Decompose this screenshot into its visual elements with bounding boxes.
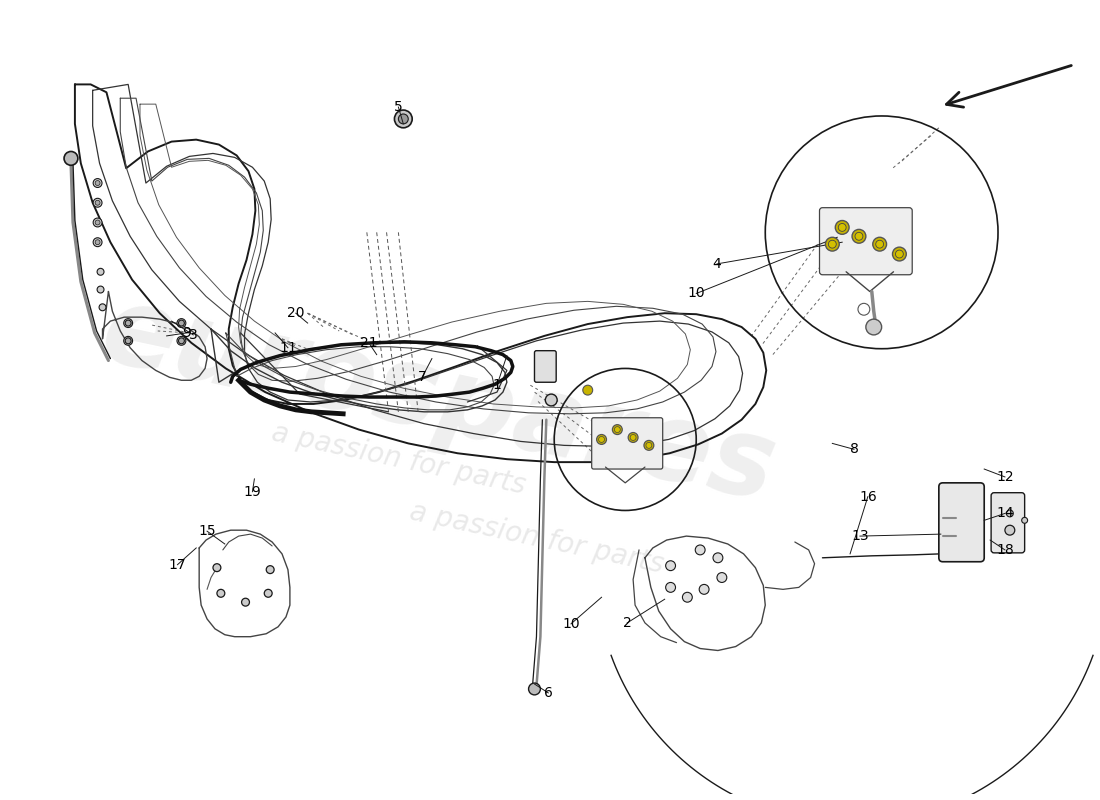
Circle shape [178,320,185,326]
Circle shape [99,304,106,310]
Circle shape [95,220,100,225]
Text: 11: 11 [279,341,297,354]
Circle shape [264,590,272,598]
Circle shape [825,238,839,251]
Circle shape [717,573,727,582]
Circle shape [895,250,903,258]
Circle shape [242,598,250,606]
Text: 7: 7 [418,370,427,384]
Text: 19: 19 [243,485,262,498]
Text: 20: 20 [287,306,305,320]
Circle shape [1022,518,1027,523]
Circle shape [700,585,710,594]
Text: 15: 15 [198,524,216,538]
Text: 2: 2 [623,616,631,630]
Circle shape [835,221,849,234]
Circle shape [628,433,638,442]
Circle shape [682,592,692,602]
Circle shape [852,230,866,243]
Text: 1: 1 [493,378,502,392]
Circle shape [596,434,606,444]
Circle shape [646,442,652,448]
Text: 21: 21 [360,336,377,350]
Text: 18: 18 [996,543,1014,557]
Circle shape [876,240,883,248]
Text: a passion for parts: a passion for parts [268,418,528,500]
Circle shape [123,336,133,346]
FancyBboxPatch shape [592,418,662,469]
Circle shape [398,114,408,124]
Circle shape [123,318,133,327]
Circle shape [615,426,620,433]
Circle shape [177,318,186,327]
Circle shape [1005,526,1015,535]
Circle shape [94,218,102,227]
Text: a passion for parts: a passion for parts [407,498,667,578]
Circle shape [713,553,723,562]
Text: 9: 9 [182,326,190,340]
Text: 4: 4 [713,257,722,271]
Circle shape [217,590,224,598]
Circle shape [872,238,887,251]
FancyBboxPatch shape [938,483,984,562]
FancyBboxPatch shape [991,493,1024,553]
Circle shape [666,582,675,592]
Circle shape [213,564,221,572]
Circle shape [266,566,274,574]
Circle shape [95,181,100,186]
Text: 8: 8 [849,442,858,456]
Text: 13: 13 [851,529,869,543]
Text: 10: 10 [562,617,580,631]
Text: 17: 17 [168,558,186,572]
Circle shape [892,247,906,261]
Circle shape [395,110,412,128]
Circle shape [95,200,100,206]
Circle shape [94,198,102,207]
Text: 16: 16 [859,490,877,504]
Circle shape [866,319,881,335]
Text: 3: 3 [189,328,198,342]
Text: 5: 5 [394,100,403,114]
FancyBboxPatch shape [535,350,557,382]
Circle shape [97,286,104,293]
FancyBboxPatch shape [820,208,912,274]
Circle shape [838,223,846,231]
Circle shape [630,434,636,441]
Circle shape [94,178,102,187]
Circle shape [529,683,540,695]
Circle shape [855,232,862,240]
Circle shape [1006,510,1013,517]
Circle shape [644,441,653,450]
Circle shape [828,240,836,248]
Circle shape [598,437,605,442]
Circle shape [177,336,186,346]
Text: 12: 12 [997,470,1014,484]
Circle shape [178,338,185,344]
Text: 6: 6 [543,686,552,700]
Text: 14: 14 [997,506,1014,521]
Text: 10: 10 [688,286,705,301]
Circle shape [666,561,675,570]
Circle shape [125,320,131,326]
Text: eurospares: eurospares [91,277,784,523]
Circle shape [613,425,623,434]
Circle shape [125,338,131,344]
Circle shape [583,386,593,395]
Circle shape [695,545,705,555]
Circle shape [64,151,78,166]
Circle shape [94,238,102,246]
Circle shape [546,394,558,406]
Circle shape [95,240,100,245]
Circle shape [97,268,104,275]
